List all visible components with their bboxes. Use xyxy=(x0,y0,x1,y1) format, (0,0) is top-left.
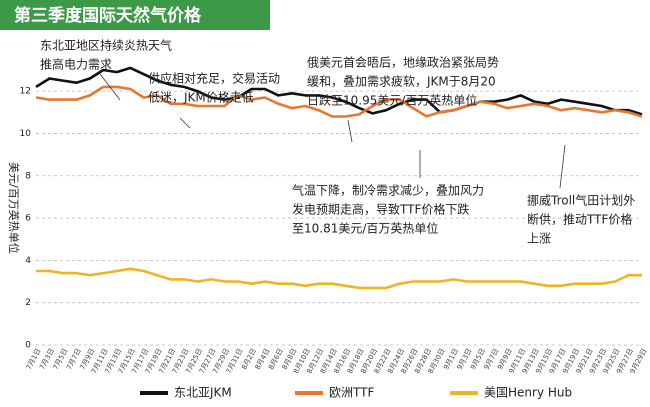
y-tick-label: 8 xyxy=(25,171,31,181)
y-tick-label: 6 xyxy=(25,214,31,224)
annotation: 供应相对充足，交易活动 xyxy=(148,71,280,86)
series-line xyxy=(35,85,643,118)
y-tick-label: 12 xyxy=(20,87,31,97)
annotation: 推高电力需求 xyxy=(40,57,112,72)
chart-title: 第三季度国际天然气价格 xyxy=(14,5,202,26)
legend-label: 欧洲TTF xyxy=(329,386,374,400)
annotation: 气温下降，制冷需求减少，叠加风力 xyxy=(292,183,484,198)
series-line xyxy=(35,66,643,116)
annotation: 至10.81美元/百万英热单位 xyxy=(292,221,438,236)
y-tick-label: 0 xyxy=(25,341,31,351)
annotation: 低迷，JKM价格走低 xyxy=(148,90,254,105)
leader-line xyxy=(559,144,566,189)
annotation: 发电预期走高，导致TTF价格下跌 xyxy=(292,202,469,217)
y-tick-label: 2 xyxy=(25,298,31,308)
y-axis-label: 美元/百万英热单位 xyxy=(7,162,21,254)
annotation: 东北亚地区持续炎热天气 xyxy=(40,38,172,53)
leader-line xyxy=(179,117,191,129)
y-tick-label: 4 xyxy=(25,256,31,266)
series-line xyxy=(36,267,642,290)
y-tick-label: 10 xyxy=(20,129,32,139)
leader-line xyxy=(99,73,121,101)
annotation: 断供，推动TTF价格 xyxy=(527,212,632,227)
annotation: 上涨 xyxy=(527,231,551,246)
title-banner xyxy=(0,0,270,30)
annotation: 挪威Troll气田计划外 xyxy=(527,193,635,208)
leader-line xyxy=(347,119,353,143)
annotation: 俄美元首会晤后，地缘政治紧张局势 xyxy=(307,56,499,70)
legend-label: 美国Henry Hub xyxy=(484,386,572,400)
annotation: 缓和，叠加需求疲软，JKM于8月20 xyxy=(307,74,496,89)
legend-label: 东北亚JKM xyxy=(174,386,232,400)
annotation: 日跌至10.95美元/百万英热单位 xyxy=(307,93,477,108)
